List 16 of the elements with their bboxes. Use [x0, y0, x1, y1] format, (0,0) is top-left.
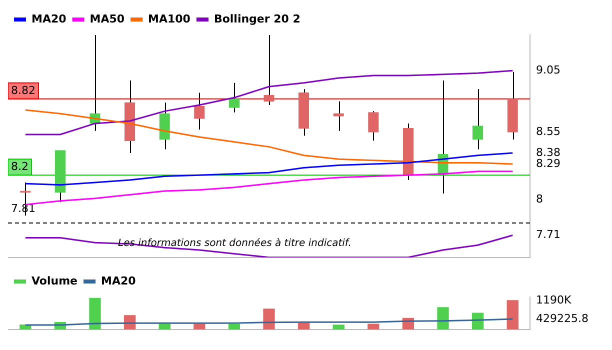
- y-tick-label: 8.29: [536, 156, 560, 170]
- ref-line-label: 8.82: [11, 84, 36, 97]
- legend-label: MA20: [100, 274, 136, 288]
- y-tick-label: 1190K: [536, 293, 572, 306]
- y-tick-label: 8.38: [536, 146, 560, 159]
- y-tick-label: 8: [536, 192, 543, 206]
- ref-line-label: 8.2: [11, 160, 28, 173]
- legend-label: MA50: [90, 12, 125, 26]
- legend-label: MA100: [148, 12, 191, 26]
- y-tick-label: 7.71: [536, 228, 560, 242]
- legend-label: Volume: [32, 274, 78, 288]
- legend-label: Bollinger 20 2: [214, 12, 300, 26]
- y-tick-label: 9.05: [536, 63, 560, 76]
- y-tick-label: 8.55: [536, 124, 560, 138]
- y-tick-label: 429225.8: [536, 312, 588, 325]
- legend-label: MA20: [32, 12, 67, 26]
